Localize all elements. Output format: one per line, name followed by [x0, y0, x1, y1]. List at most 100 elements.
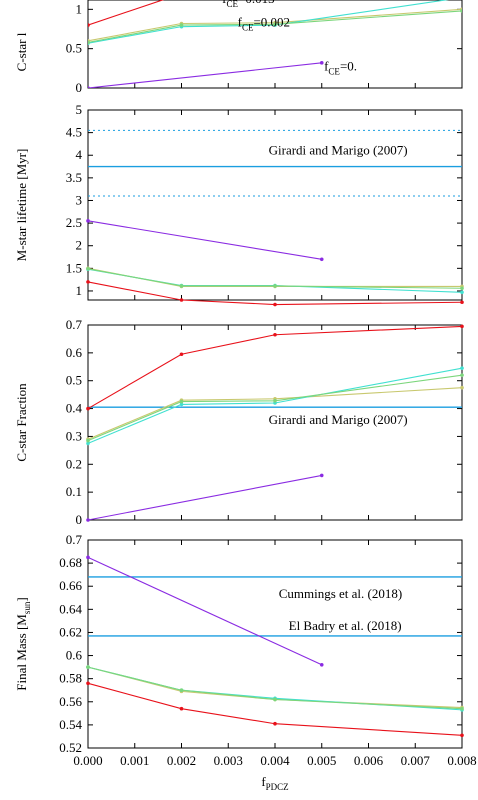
data-point — [86, 681, 90, 686]
series-group — [88, 0, 462, 88]
data-point — [88, 23, 90, 27]
y-label-main: Final Mass [M — [14, 614, 29, 691]
series-group — [86, 324, 464, 522]
series-line — [88, 62, 322, 88]
data-point — [319, 61, 324, 65]
annotation-main: f — [238, 15, 243, 30]
panel-3: 0 0.1 0.2 0.3 0.4 0.5 0.6 0.7 C-star Fraction Gir… — [14, 317, 464, 527]
y-tick-label: 0.68 — [59, 555, 82, 570]
series-line — [87, 268, 463, 289]
data-point — [319, 473, 324, 478]
y-tick-label: 0.3 — [66, 428, 82, 443]
y-tick-label: 2 — [76, 238, 83, 253]
data-point — [460, 366, 464, 370]
data-point — [86, 406, 90, 411]
data-point — [273, 332, 277, 337]
series-line — [88, 0, 450, 44]
series-line — [87, 220, 322, 260]
annotation-rest: =0.013 — [238, 0, 275, 6]
series-line — [88, 0, 165, 26]
data-point — [460, 706, 464, 711]
x-tick-label: 0.006 — [354, 753, 384, 768]
y-tick-label: 0.7 — [66, 317, 83, 332]
series-line — [87, 267, 462, 287]
data-point — [88, 86, 90, 88]
y-tick-label: 1 — [76, 283, 83, 298]
y-tick-label: 0.1 — [66, 484, 82, 499]
y-tick-label: 0.58 — [59, 671, 82, 686]
y-tick-label: 0.6 — [66, 345, 83, 360]
y-axis-label: C-star Fraction — [14, 383, 29, 462]
y-tick-label: 2.5 — [66, 215, 82, 230]
y-label-sub: sun — [22, 601, 32, 614]
y-tick-label: 0 — [76, 80, 83, 95]
y-tick-label: 3.5 — [66, 170, 82, 185]
y-tick-label: 0.52 — [59, 740, 82, 755]
series-line — [87, 325, 463, 410]
data-point — [273, 398, 277, 403]
data-point — [179, 23, 184, 27]
x-tick-label: 0.008 — [447, 753, 476, 768]
reference-label: Girardi and Marigo (2007) — [269, 412, 408, 427]
data-point — [319, 257, 324, 262]
x-label-main: f — [261, 774, 266, 789]
series-line — [87, 474, 322, 521]
annotation-sub: CE — [328, 67, 340, 77]
y-label-tail: ] — [14, 597, 29, 601]
data-point — [179, 688, 184, 693]
series-line — [87, 281, 463, 306]
series-line — [87, 556, 322, 666]
series-line — [87, 367, 463, 444]
data-point — [86, 441, 90, 446]
y-tick-label: 0.2 — [66, 456, 82, 471]
data-point — [460, 385, 464, 390]
series-annotation: fCE=0.002 — [238, 15, 290, 33]
x-tick-label: 0.004 — [260, 753, 290, 768]
data-point — [86, 555, 90, 560]
data-point — [86, 665, 90, 669]
data-point — [460, 324, 464, 329]
y-axis-label: Final Mass [Msun] — [14, 597, 32, 690]
data-point — [86, 438, 90, 443]
data-point — [460, 290, 464, 295]
data-point — [179, 399, 184, 404]
x-tick-label: 0.007 — [401, 753, 431, 768]
x-axis-label: fPDCZ — [261, 774, 288, 792]
series-group — [86, 555, 464, 738]
x-tick-label: 0.005 — [307, 753, 336, 768]
y-axis-label: M-star lifetime [Myr] — [14, 149, 29, 262]
series-line — [87, 666, 463, 709]
x-tick-label: 0.001 — [120, 753, 149, 768]
reference-label: Cummings et al. (2018) — [279, 586, 403, 601]
annotation-main: f — [324, 59, 329, 74]
series-line — [88, 8, 462, 42]
data-point — [460, 733, 464, 738]
x-tick-label: 0.003 — [214, 753, 243, 768]
series-line — [87, 666, 463, 710]
panel-4: 0.52 0.54 0.56 0.58 0.6 0.62 0.64 0.66 0.68 0.7 Fi… — [14, 532, 464, 755]
reference-label: El Badry et al. (2018) — [289, 618, 402, 633]
data-point — [273, 697, 277, 702]
data-point — [273, 302, 277, 307]
y-tick-label: 0.5 — [66, 41, 82, 56]
annotation-main: f — [222, 0, 227, 6]
series-line — [87, 387, 463, 440]
y-tick-label: 0.56 — [59, 694, 82, 709]
y-tick-label: 5 — [76, 102, 83, 117]
data-point — [86, 518, 90, 522]
x-label-sub: PDCZ — [266, 782, 289, 792]
panel-2: 1 1.5 2 2.5 3 3.5 4 4.5 5 M-star lifetime [Myr] Gi… — [14, 102, 464, 307]
series-line — [87, 374, 463, 442]
data-point — [179, 284, 184, 288]
data-point — [179, 706, 184, 711]
y-axis-label: C-star l — [14, 32, 29, 71]
y-tick-label: 0.7 — [66, 532, 83, 547]
series-line — [87, 666, 463, 711]
x-tick-label: 0.002 — [167, 753, 196, 768]
data-point — [460, 373, 464, 377]
data-point — [88, 40, 90, 45]
y-tick-label: 0.62 — [59, 624, 82, 639]
series-line — [87, 268, 463, 293]
data-point — [460, 9, 462, 13]
